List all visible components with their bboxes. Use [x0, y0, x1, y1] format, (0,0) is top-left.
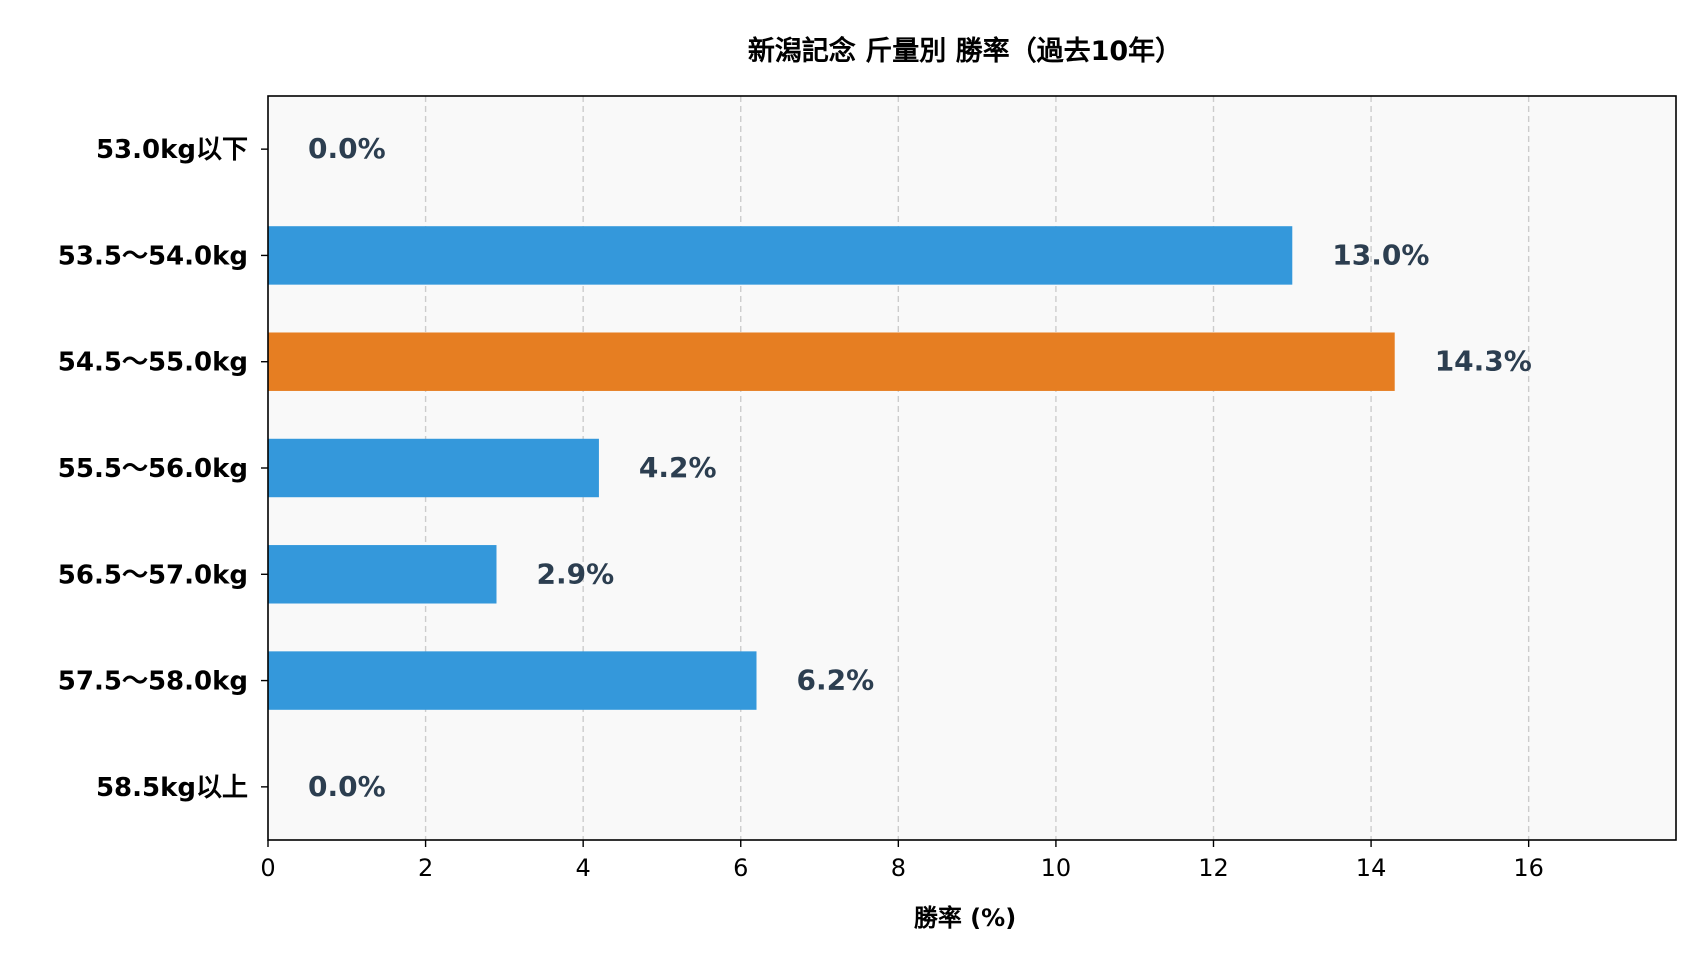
- x-tick-label: 14: [1356, 854, 1387, 882]
- x-tick-label: 4: [576, 854, 591, 882]
- value-label: 2.9%: [536, 557, 614, 590]
- y-tick-label: 54.5〜55.0kg: [58, 348, 248, 378]
- y-tick-label: 57.5〜58.0kg: [58, 667, 248, 697]
- x-tick-label: 16: [1513, 854, 1544, 882]
- value-label: 0.0%: [308, 770, 386, 803]
- x-tick-label: 0: [260, 854, 275, 882]
- bar: [268, 332, 1395, 391]
- value-label: 4.2%: [639, 451, 717, 484]
- value-label: 14.3%: [1435, 345, 1532, 378]
- x-axis-label: 勝率 (%): [914, 904, 1016, 932]
- y-tick-label: 53.5〜54.0kg: [58, 241, 248, 271]
- x-tick-label: 10: [1041, 854, 1072, 882]
- x-tick-label: 12: [1198, 854, 1229, 882]
- chart-title: 新潟記念 斤量別 勝率（過去10年）: [748, 35, 1182, 67]
- value-label: 13.0%: [1332, 238, 1429, 271]
- x-tick-label: 2: [418, 854, 433, 882]
- x-tick-label: 8: [891, 854, 906, 882]
- bar: [268, 438, 599, 498]
- bar: [268, 651, 757, 710]
- y-tick-label: 53.0kg以下: [96, 135, 248, 165]
- bar: [268, 226, 1293, 285]
- value-labels: 0.0% 13.0% 14.3% 4.2% 2.9% 6.2% 0.0%: [308, 132, 1532, 803]
- y-axis-ticks: 53.0kg以下 53.5〜54.0kg 54.5〜55.0kg 55.5〜56.0k…: [58, 135, 268, 803]
- bars: [268, 226, 1395, 710]
- x-tick-label: 6: [733, 854, 748, 882]
- bar: [268, 545, 497, 604]
- value-label: 6.2%: [797, 664, 875, 697]
- x-axis-ticks: 0 2 4 6 8 10 12 14 16: [260, 840, 1544, 882]
- y-tick-label: 56.5〜57.0kg: [58, 560, 248, 590]
- y-tick-label: 58.5kg以上: [96, 773, 248, 803]
- y-tick-label: 55.5〜56.0kg: [58, 454, 248, 484]
- value-label: 0.0%: [308, 132, 386, 165]
